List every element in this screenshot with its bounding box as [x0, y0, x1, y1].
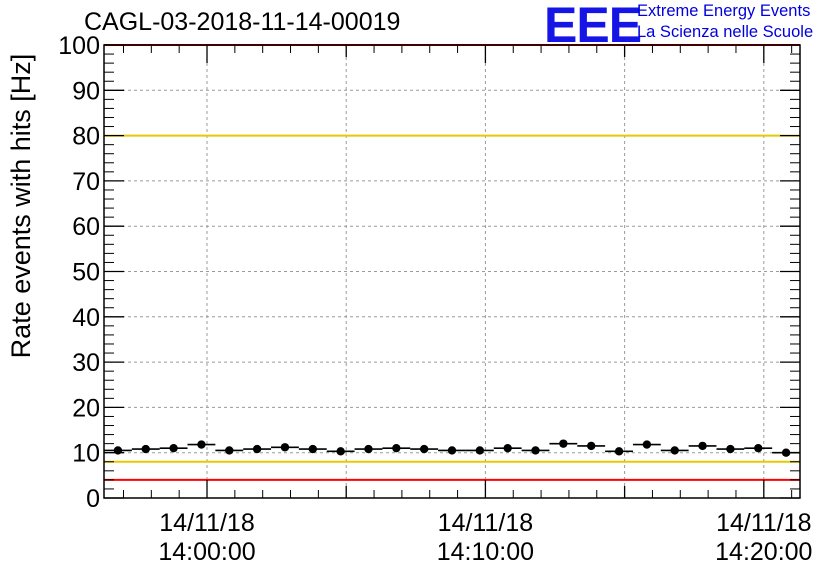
data-point	[587, 441, 596, 451]
logo-line-2: La Scienza nelle Scuole	[637, 23, 814, 41]
data-point	[392, 443, 401, 453]
data-point	[141, 444, 150, 454]
x-tick-label-date: 14/11/18	[438, 509, 533, 537]
data-point	[308, 444, 317, 454]
data-point	[252, 444, 262, 454]
data-point	[670, 446, 679, 455]
data-point	[614, 447, 624, 456]
data-point	[447, 446, 457, 455]
x-tick-label-time: 14:10:00	[437, 538, 534, 566]
y-tick-label: 80	[72, 123, 100, 151]
data-point	[113, 446, 123, 455]
data-point	[726, 444, 735, 454]
plot-frame	[103, 44, 801, 499]
data-point	[475, 446, 485, 455]
grid-lines	[104, 45, 800, 498]
y-tick-label: 60	[72, 213, 100, 241]
y-tick-label: 90	[72, 77, 100, 105]
data-point	[559, 439, 568, 448]
eee-logo-icon: EEE	[544, 0, 642, 53]
y-tick-label: 40	[72, 304, 100, 332]
data-point	[280, 443, 290, 452]
y-tick-label: 20	[72, 394, 100, 422]
y-tick-label: 50	[72, 259, 100, 287]
data-point	[642, 440, 652, 449]
data-point	[531, 446, 540, 455]
y-axis-title: Rate events with hits [Hz]	[6, 54, 36, 359]
data-point	[169, 443, 178, 453]
data-points	[104, 439, 800, 457]
y-tick-labels: 0 10 20 30 40 50 60 70 80 90 100	[58, 32, 100, 513]
reference-lines	[104, 44, 800, 481]
data-point	[225, 446, 234, 455]
y-tick-label: 100	[58, 32, 100, 60]
data-point	[197, 440, 206, 449]
x-tick-label-date: 14/11/18	[159, 509, 254, 537]
x-tick-labels: 14/11/1814:00:0014/11/1814:10:0014/11/18…	[158, 509, 812, 566]
data-point	[419, 444, 429, 454]
y-tick-label: 0	[86, 485, 100, 513]
x-tick-label-time: 14:20:00	[715, 538, 812, 566]
data-point	[364, 444, 373, 454]
data-point	[754, 443, 763, 453]
chart-title: CAGL-03-2018-11-14-00019	[84, 8, 401, 36]
logo-line-1: Extreme Energy Events	[637, 2, 811, 20]
x-tick-label-time: 14:00:00	[158, 538, 255, 566]
x-tick-label-date: 14/11/18	[716, 509, 811, 537]
y-tick-label: 70	[72, 168, 100, 196]
data-point	[503, 443, 512, 453]
data-point	[698, 441, 707, 451]
y-tick-label: 30	[72, 349, 100, 377]
y-tick-label: 10	[72, 440, 100, 468]
data-point	[336, 447, 345, 456]
data-point	[781, 448, 791, 457]
